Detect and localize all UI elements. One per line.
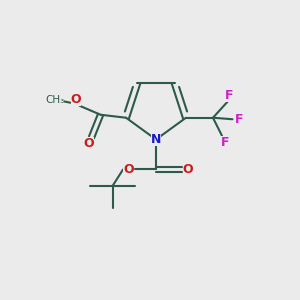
Text: O: O: [70, 93, 81, 106]
Text: F: F: [221, 136, 229, 149]
Text: CH₃: CH₃: [45, 95, 64, 105]
Text: F: F: [235, 113, 243, 126]
Text: O: O: [183, 163, 194, 176]
Text: F: F: [225, 89, 234, 102]
Text: O: O: [83, 137, 94, 150]
Text: O: O: [123, 163, 134, 176]
Text: N: N: [151, 133, 161, 146]
